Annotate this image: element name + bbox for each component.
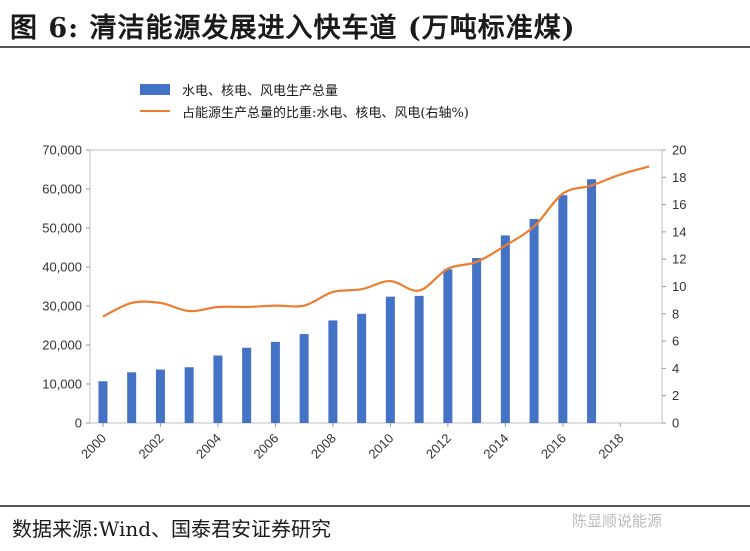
- bar: [558, 195, 568, 423]
- legend-label-bars: 水电、核电、风电生产总量: [182, 83, 339, 99]
- bar: [242, 347, 252, 423]
- watermark: 陈显顺说能源: [572, 512, 663, 530]
- right-axis-tick-label: 2: [672, 388, 679, 403]
- bar: [98, 381, 108, 423]
- x-axis-tick-label: 2018: [595, 431, 626, 462]
- x-axis-tick-label: 2006: [250, 431, 281, 462]
- x-axis-tick-label: 2016: [538, 431, 569, 462]
- left-axis-tick-label: 70,000: [42, 143, 82, 158]
- x-axis-tick-label: 2010: [365, 431, 396, 462]
- bar: [155, 369, 165, 423]
- share-line: [102, 165, 650, 318]
- chart-legend: 水电、核电、风电生产总量 占能源生产总量的比重:水电、核电、风电(右轴%): [140, 78, 469, 122]
- right-axis-tick-label: 6: [672, 334, 679, 349]
- x-axis-tick-label: 2014: [480, 431, 511, 462]
- bar: [127, 372, 137, 423]
- x-axis-tick-label: 2004: [193, 431, 224, 462]
- legend-swatch-bars: [140, 83, 170, 95]
- source-note: 数据来源:Wind、国泰君安证券研究: [12, 517, 332, 541]
- x-axis-tick-label: 2000: [78, 431, 109, 462]
- bar: [500, 235, 510, 423]
- left-axis-tick-label: 10,000: [42, 377, 82, 392]
- right-axis-tick-label: 12: [672, 252, 686, 267]
- right-axis-tick-label: 8: [672, 306, 679, 321]
- right-axis-tick-label: 10: [672, 279, 686, 294]
- left-axis-tick-label: 50,000: [42, 221, 82, 236]
- bar: [213, 355, 223, 423]
- top-divider: [0, 46, 750, 48]
- x-axis-tick-label: 2012: [423, 431, 454, 462]
- bottom-divider: [0, 505, 750, 507]
- bar: [184, 367, 194, 423]
- right-axis-tick-label: 16: [672, 197, 686, 212]
- left-axis-tick-label: 60,000: [42, 182, 82, 197]
- legend-item-bars: 水电、核电、风电生产总量: [140, 78, 469, 100]
- right-axis-tick-label: 4: [672, 361, 679, 376]
- bar: [328, 320, 338, 423]
- bar: [472, 258, 482, 423]
- left-axis-tick-label: 40,000: [42, 260, 82, 275]
- right-axis-tick-label: 20: [672, 143, 686, 158]
- left-axis-tick-label: 0: [75, 416, 82, 431]
- legend-item-line: 占能源生产总量的比重:水电、核电、风电(右轴%): [140, 100, 469, 122]
- right-axis-tick-label: 14: [672, 224, 686, 239]
- bar: [443, 269, 453, 423]
- bar: [299, 334, 309, 423]
- left-axis-tick-label: 20,000: [42, 338, 82, 353]
- bar: [414, 295, 424, 423]
- right-axis-tick-label: 0: [672, 416, 679, 431]
- bar: [357, 313, 367, 423]
- plot-frame: [89, 149, 663, 424]
- x-axis-tick-label: 2008: [308, 431, 339, 462]
- bar: [587, 179, 597, 423]
- figure-title: 图 6: 清洁能源发展进入快车道 (万吨标准煤): [10, 13, 576, 44]
- left-axis-tick-label: 30,000: [42, 299, 82, 314]
- bar: [270, 341, 280, 423]
- chart-canvas: 0 10,000 20,000 30,000 40,000 50,000 60,000 70,…: [42, 143, 686, 462]
- legend-swatch-line: [140, 110, 170, 112]
- bar: [385, 296, 395, 423]
- bar: [529, 219, 539, 423]
- x-axis-tick-label: 2002: [135, 431, 166, 462]
- right-axis-tick-label: 18: [672, 170, 686, 185]
- legend-label-line: 占能源生产总量的比重:水电、核电、风电(右轴%): [182, 105, 469, 121]
